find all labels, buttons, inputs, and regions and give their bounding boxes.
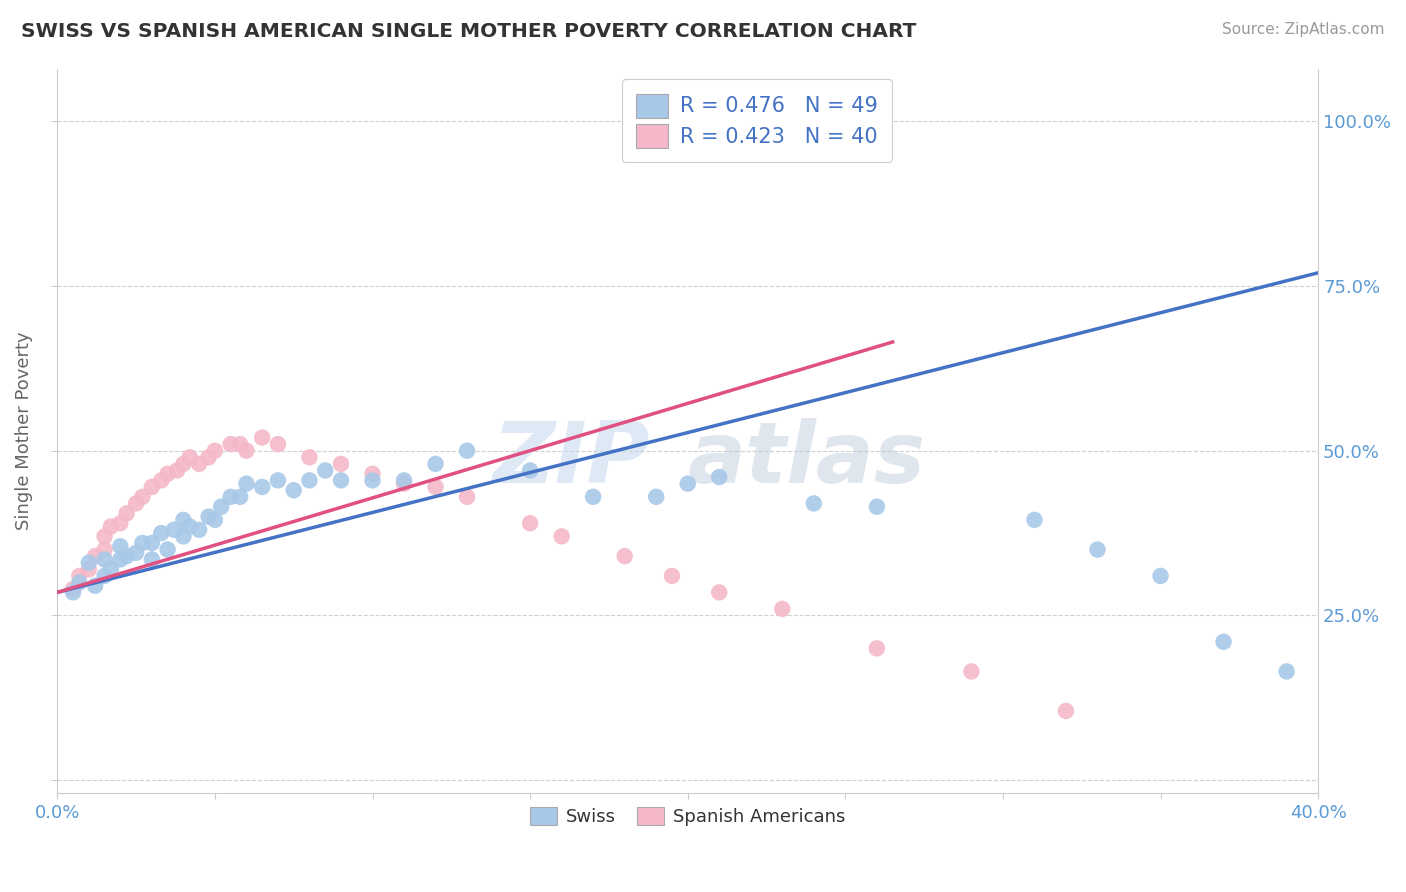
Point xyxy=(219,437,242,451)
Point xyxy=(392,474,415,488)
Point xyxy=(156,542,179,557)
Point xyxy=(298,450,321,465)
Point xyxy=(100,519,122,533)
Point xyxy=(960,665,983,679)
Text: SWISS VS SPANISH AMERICAN SINGLE MOTHER POVERTY CORRELATION CHART: SWISS VS SPANISH AMERICAN SINGLE MOTHER … xyxy=(21,22,917,41)
Point xyxy=(676,476,699,491)
Point xyxy=(188,457,211,471)
Point xyxy=(93,542,115,557)
Point xyxy=(93,529,115,543)
Point xyxy=(456,490,478,504)
Point xyxy=(62,582,84,596)
Text: atlas: atlas xyxy=(688,418,925,501)
Point xyxy=(110,516,132,531)
Point xyxy=(803,496,825,510)
Point xyxy=(229,437,252,451)
Point xyxy=(172,529,194,543)
Text: Source: ZipAtlas.com: Source: ZipAtlas.com xyxy=(1222,22,1385,37)
Point xyxy=(1087,542,1109,557)
Point xyxy=(141,480,163,494)
Point xyxy=(125,496,148,510)
Point xyxy=(361,467,384,481)
Point xyxy=(110,552,132,566)
Point xyxy=(235,443,257,458)
Point xyxy=(188,523,211,537)
Point xyxy=(77,562,100,576)
Point xyxy=(150,474,173,488)
Point xyxy=(110,539,132,553)
Point xyxy=(582,490,605,504)
Point xyxy=(330,474,353,488)
Point xyxy=(283,483,305,498)
Point xyxy=(519,463,541,477)
Point xyxy=(93,569,115,583)
Point xyxy=(100,562,122,576)
Point xyxy=(150,526,173,541)
Point xyxy=(219,490,242,504)
Point xyxy=(141,536,163,550)
Point xyxy=(179,519,201,533)
Point xyxy=(1275,665,1298,679)
Point xyxy=(709,470,731,484)
Point xyxy=(204,443,226,458)
Point xyxy=(197,450,219,465)
Point xyxy=(229,490,252,504)
Point xyxy=(314,463,336,477)
Point xyxy=(613,549,636,563)
Point xyxy=(197,509,219,524)
Point xyxy=(330,457,353,471)
Point xyxy=(1024,513,1046,527)
Point xyxy=(1212,634,1234,648)
Point xyxy=(156,467,179,481)
Point xyxy=(645,490,668,504)
Point xyxy=(67,569,90,583)
Point xyxy=(84,549,107,563)
Point xyxy=(456,443,478,458)
Point xyxy=(361,474,384,488)
Point xyxy=(425,480,447,494)
Point xyxy=(709,585,731,599)
Point xyxy=(172,457,194,471)
Point xyxy=(84,579,107,593)
Y-axis label: Single Mother Poverty: Single Mother Poverty xyxy=(15,332,32,530)
Point xyxy=(250,430,273,444)
Point xyxy=(866,500,889,514)
Point xyxy=(661,569,683,583)
Point xyxy=(131,490,153,504)
Point xyxy=(67,575,90,590)
Text: ZIP: ZIP xyxy=(492,418,650,501)
Point xyxy=(1149,569,1171,583)
Point xyxy=(250,480,273,494)
Point xyxy=(267,437,290,451)
Point xyxy=(77,556,100,570)
Point xyxy=(62,585,84,599)
Point xyxy=(550,529,572,543)
Point xyxy=(298,474,321,488)
Point xyxy=(1054,704,1077,718)
Point xyxy=(235,476,257,491)
Point xyxy=(141,552,163,566)
Point xyxy=(115,549,138,563)
Point xyxy=(172,513,194,527)
Point xyxy=(163,523,186,537)
Point xyxy=(392,476,415,491)
Point xyxy=(267,474,290,488)
Point xyxy=(209,500,232,514)
Point xyxy=(770,602,793,616)
Point xyxy=(125,546,148,560)
Point xyxy=(93,552,115,566)
Point xyxy=(519,516,541,531)
Point xyxy=(866,641,889,656)
Point xyxy=(204,513,226,527)
Legend: Swiss, Spanish Americans: Swiss, Spanish Americans xyxy=(520,797,855,835)
Point xyxy=(179,450,201,465)
Point xyxy=(115,506,138,520)
Point xyxy=(425,457,447,471)
Point xyxy=(166,463,188,477)
Point xyxy=(131,536,153,550)
